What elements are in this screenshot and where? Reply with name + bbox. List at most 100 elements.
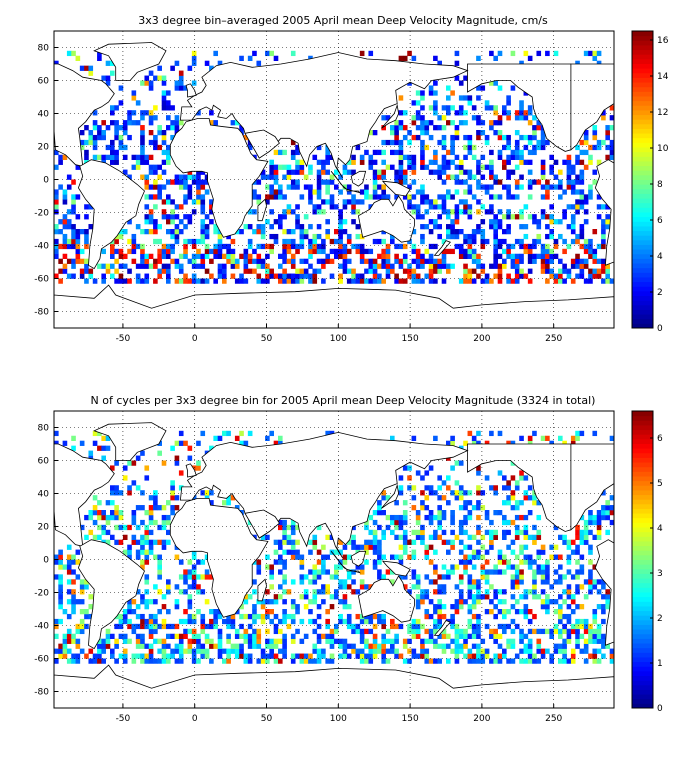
data-cell — [519, 500, 524, 506]
chart-title-bottom: N of cycles per 3x3 degree bin for 2005 … — [91, 394, 596, 407]
data-cell — [549, 658, 554, 664]
data-cell — [88, 224, 94, 230]
data-cell — [381, 574, 386, 580]
data-cell — [359, 544, 365, 550]
data-cell — [411, 435, 417, 441]
data-cell — [493, 589, 498, 595]
data-cell — [454, 534, 460, 540]
colorbar-swatch — [632, 568, 653, 574]
data-cell — [583, 50, 589, 57]
data-cell — [549, 544, 554, 550]
data-cell — [127, 174, 132, 180]
data-cell — [209, 199, 214, 205]
data-cell — [62, 219, 68, 225]
data-cell — [204, 633, 210, 639]
data-cell — [381, 495, 386, 501]
data-cell — [398, 149, 404, 156]
data-cell — [273, 149, 279, 156]
data-cell — [467, 623, 473, 630]
data-cell — [398, 164, 404, 170]
data-cell — [424, 658, 430, 664]
data-cell — [71, 204, 76, 210]
data-cell — [260, 653, 266, 659]
data-cell — [471, 440, 477, 446]
data-cell — [519, 214, 524, 220]
data-cell — [290, 229, 296, 235]
y-tick-label: -20 — [34, 209, 49, 219]
data-cell — [196, 643, 201, 649]
data-cell — [88, 594, 94, 600]
data-cell — [402, 574, 408, 580]
data-cell — [200, 258, 206, 264]
data-cell — [364, 559, 369, 565]
data-cell — [377, 194, 382, 200]
data-cell — [527, 258, 533, 264]
data-cell — [510, 643, 516, 649]
data-cell — [484, 514, 490, 521]
data-cell — [579, 189, 585, 195]
data-cell — [601, 268, 606, 274]
data-cell — [562, 574, 567, 580]
data-cell — [265, 564, 270, 570]
data-cell — [170, 495, 175, 501]
data-cell — [183, 609, 188, 615]
data-cell — [122, 613, 128, 620]
data-cell — [260, 224, 266, 230]
data-cell — [579, 554, 585, 560]
data-cell — [252, 248, 257, 255]
colorbar-swatch — [632, 170, 653, 176]
data-cell — [329, 643, 335, 649]
data-cell — [532, 524, 537, 531]
data-cell — [308, 189, 313, 195]
data-cell — [200, 238, 206, 245]
data-cell — [493, 229, 498, 235]
data-cell — [420, 599, 425, 605]
data-cell — [519, 159, 524, 165]
data-cell — [441, 248, 447, 255]
data-cell — [62, 263, 68, 269]
data-cell — [588, 159, 593, 165]
data-cell — [110, 253, 115, 259]
data-cell — [230, 643, 236, 649]
data-cell — [88, 648, 94, 654]
data-cell — [75, 238, 81, 245]
data-cell — [359, 253, 365, 259]
data-cell — [368, 248, 374, 255]
data-cell — [174, 179, 180, 185]
data-cell — [510, 604, 516, 610]
data-cell — [325, 169, 330, 175]
data-cell — [290, 184, 296, 190]
data-cell — [510, 579, 516, 585]
data-cell — [88, 130, 94, 136]
data-cell — [196, 110, 201, 116]
data-cell — [411, 529, 417, 536]
data-cell — [579, 243, 585, 250]
data-cell — [601, 258, 606, 264]
data-cell — [575, 189, 580, 195]
data-cell — [200, 618, 206, 625]
data-cell — [200, 628, 206, 635]
data-cell — [527, 643, 533, 649]
data-cell — [415, 633, 421, 639]
data-cell — [196, 174, 201, 180]
colorbar-swatch — [632, 133, 653, 139]
data-cell — [273, 233, 279, 240]
data-cell — [110, 273, 115, 279]
data-cell — [79, 584, 85, 590]
data-cell — [562, 209, 567, 215]
data-cell — [213, 253, 218, 259]
data-cell — [471, 549, 477, 555]
data-cell — [545, 628, 550, 635]
data-cell — [368, 194, 374, 200]
data-cell — [450, 613, 455, 620]
data-cell — [351, 524, 356, 531]
data-cell — [290, 633, 296, 639]
data-cell — [170, 510, 175, 516]
data-cell — [540, 653, 546, 659]
data-cell — [506, 485, 511, 491]
data-cell — [346, 258, 352, 264]
data-cell — [299, 618, 305, 625]
data-cell — [368, 653, 374, 659]
data-cell — [514, 623, 520, 630]
colorbar-tick-label: 0 — [657, 704, 663, 714]
